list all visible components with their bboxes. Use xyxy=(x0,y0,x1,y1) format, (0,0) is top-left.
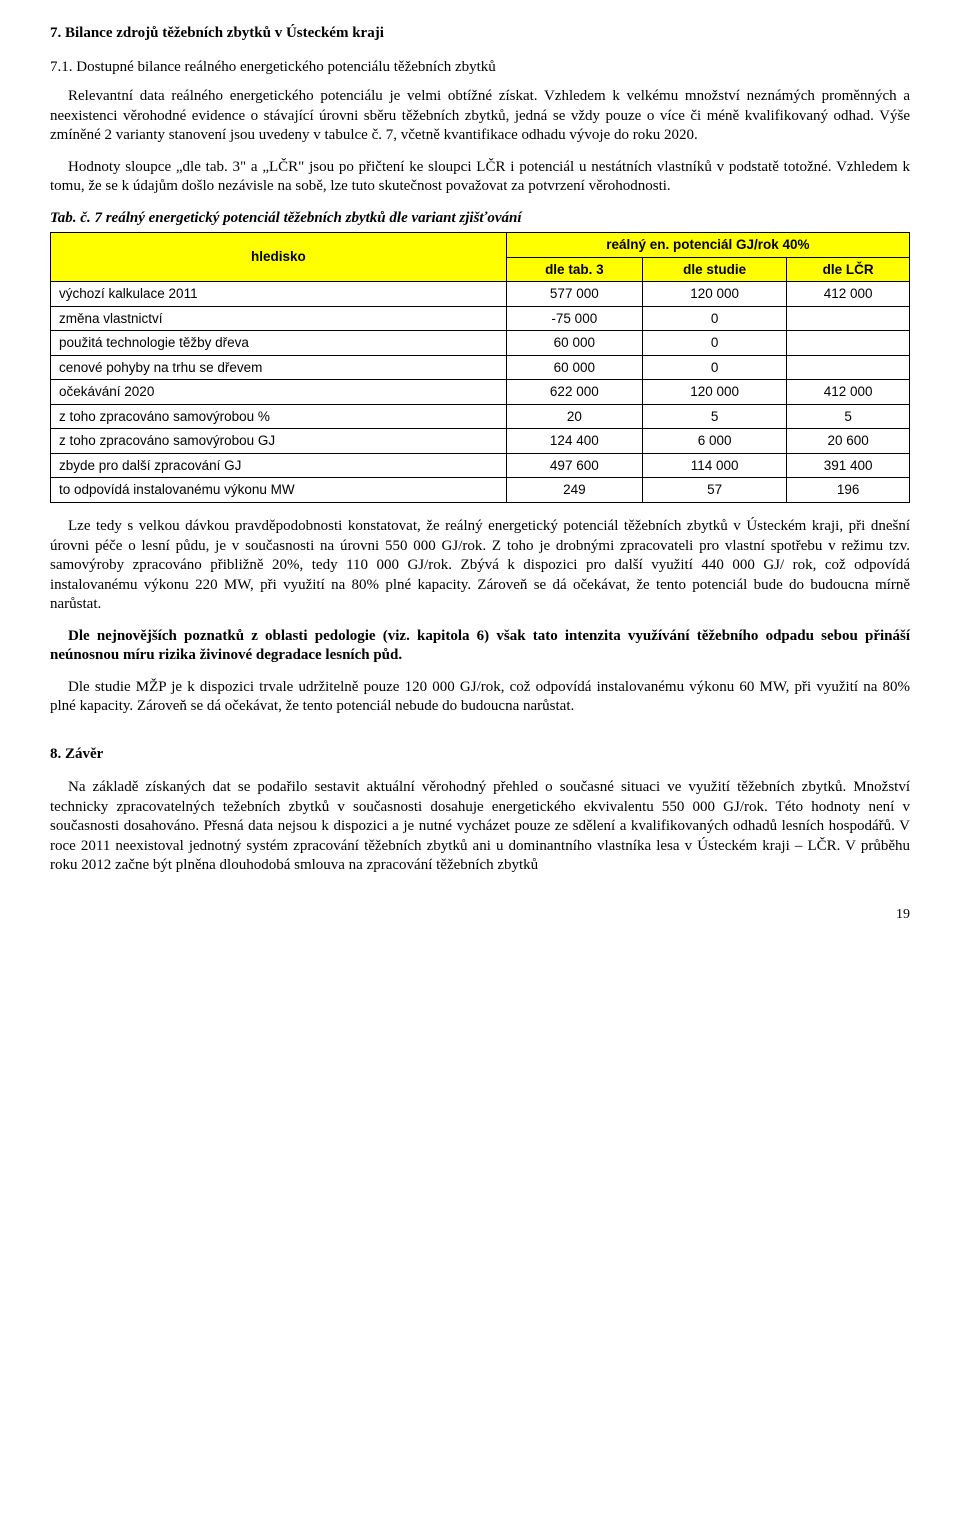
cell-label: z toho zpracováno samovýrobou GJ xyxy=(51,429,507,454)
cell-c1: 249 xyxy=(506,478,642,503)
cell-label: zbyde pro další zpracování GJ xyxy=(51,453,507,478)
table-row: z toho zpracováno samovýrobou GJ 124 400… xyxy=(51,429,910,454)
section-7-1-title: 7.1. Dostupné bilance reálného energetic… xyxy=(50,58,910,78)
cell-c1: 20 xyxy=(506,404,642,429)
cell-c3: 391 400 xyxy=(787,453,910,478)
cell-c3: 5 xyxy=(787,404,910,429)
th-c2: dle studie xyxy=(642,257,786,282)
table-row: použitá technologie těžby dřeva 60 000 0 xyxy=(51,331,910,356)
cell-c1: 60 000 xyxy=(506,331,642,356)
th-group: reálný en. potenciál GJ/rok 40% xyxy=(506,233,909,258)
cell-c2: 0 xyxy=(642,331,786,356)
cell-c2: 57 xyxy=(642,478,786,503)
section7-p1: Relevantní data reálného energetického p… xyxy=(50,87,910,146)
cell-c3 xyxy=(787,306,910,331)
cell-c2: 114 000 xyxy=(642,453,786,478)
after-p2-bold: Dle nejnovějších poznatků z oblasti pedo… xyxy=(50,627,910,666)
section8-p1: Na základě získaných dat se podařilo ses… xyxy=(50,778,910,876)
table-row: změna vlastnictví -75 000 0 xyxy=(51,306,910,331)
th-c3: dle LČR xyxy=(787,257,910,282)
table-header-row-1: hledisko reálný en. potenciál GJ/rok 40% xyxy=(51,233,910,258)
cell-c2: 120 000 xyxy=(642,282,786,307)
cell-c2: 120 000 xyxy=(642,380,786,405)
after-p3: Dle studie MŽP je k dispozici trvale udr… xyxy=(50,678,910,717)
th-hledisko: hledisko xyxy=(51,233,507,282)
cell-label: změna vlastnictví xyxy=(51,306,507,331)
table-row: cenové pohyby na trhu se dřevem 60 000 0 xyxy=(51,355,910,380)
after-p1: Lze tedy s velkou dávkou pravděpodobnost… xyxy=(50,517,910,615)
section-8-title: 8. Závěr xyxy=(50,745,910,765)
cell-c2: 6 000 xyxy=(642,429,786,454)
cell-c3: 196 xyxy=(787,478,910,503)
cell-label: z toho zpracováno samovýrobou % xyxy=(51,404,507,429)
cell-label: to odpovídá instalovanému výkonu MW xyxy=(51,478,507,503)
table-row: to odpovídá instalovanému výkonu MW 249 … xyxy=(51,478,910,503)
cell-c1: 60 000 xyxy=(506,355,642,380)
potential-table: hledisko reálný en. potenciál GJ/rok 40%… xyxy=(50,232,910,503)
cell-c1: 124 400 xyxy=(506,429,642,454)
section-7-title: 7. Bilance zdrojů těžebních zbytků v Úst… xyxy=(50,24,910,44)
cell-c3: 412 000 xyxy=(787,282,910,307)
cell-label: použitá technologie těžby dřeva xyxy=(51,331,507,356)
section7-p2: Hodnoty sloupce „dle tab. 3" a „LČR" jso… xyxy=(50,158,910,197)
table-caption: Tab. č. 7 reálný energetický potenciál t… xyxy=(50,209,910,229)
cell-c1: -75 000 xyxy=(506,306,642,331)
cell-c2: 0 xyxy=(642,306,786,331)
table-row: výchozí kalkulace 2011 577 000 120 000 4… xyxy=(51,282,910,307)
table-row: z toho zpracováno samovýrobou % 20 5 5 xyxy=(51,404,910,429)
cell-c1: 577 000 xyxy=(506,282,642,307)
th-c1: dle tab. 3 xyxy=(506,257,642,282)
cell-label: cenové pohyby na trhu se dřevem xyxy=(51,355,507,380)
cell-c1: 497 600 xyxy=(506,453,642,478)
cell-label: očekávání 2020 xyxy=(51,380,507,405)
cell-c2: 5 xyxy=(642,404,786,429)
cell-c3: 20 600 xyxy=(787,429,910,454)
table-row: zbyde pro další zpracování GJ 497 600 11… xyxy=(51,453,910,478)
cell-c2: 0 xyxy=(642,355,786,380)
cell-c3 xyxy=(787,331,910,356)
cell-c1: 622 000 xyxy=(506,380,642,405)
cell-label: výchozí kalkulace 2011 xyxy=(51,282,507,307)
cell-c3 xyxy=(787,355,910,380)
cell-c3: 412 000 xyxy=(787,380,910,405)
page-number: 19 xyxy=(50,906,910,924)
table-row: očekávání 2020 622 000 120 000 412 000 xyxy=(51,380,910,405)
